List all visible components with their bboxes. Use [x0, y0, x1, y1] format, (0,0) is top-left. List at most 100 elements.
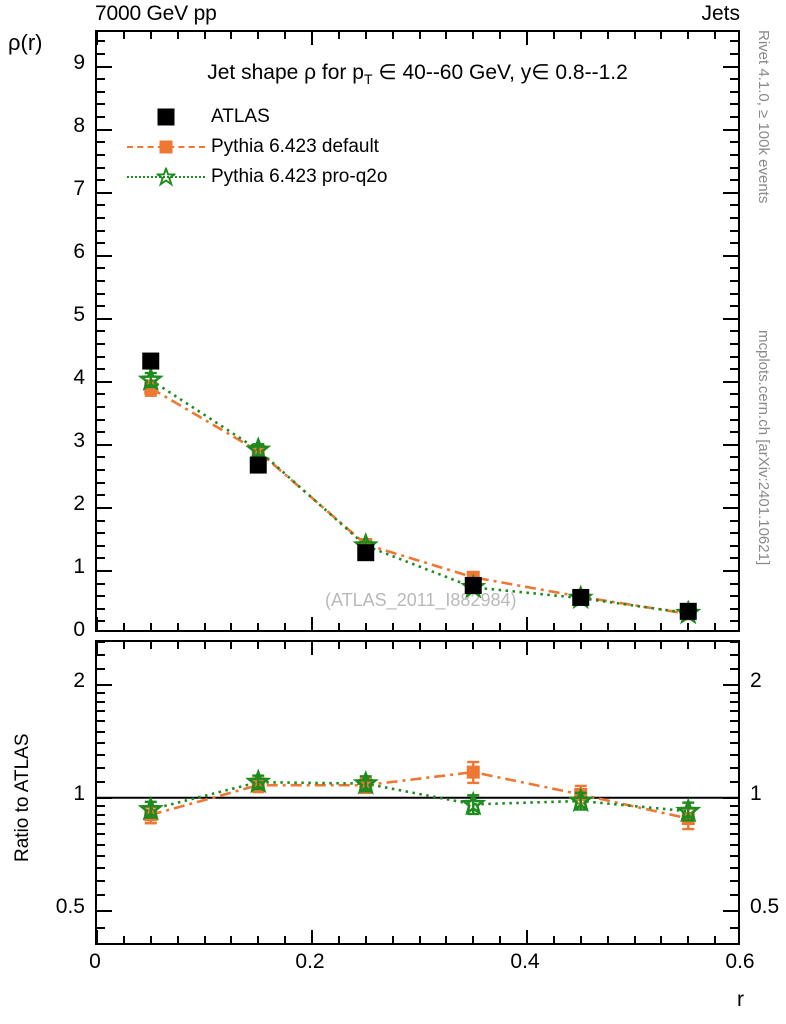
- x-tick: [687, 623, 690, 630]
- beam-energy-label: 7000 GeV pp: [95, 2, 217, 25]
- y-tick: [97, 153, 105, 156]
- pythia-proq2o-marker: [137, 795, 164, 821]
- x-tick: [499, 32, 502, 39]
- pythia-proq2o-line: [150, 780, 689, 813]
- x-tick: [633, 642, 636, 649]
- y-tick-label: 1: [73, 554, 85, 578]
- y-tick: [723, 443, 738, 446]
- pythia-proq2o-marker: [460, 790, 487, 816]
- legend-label-pythia-default: Pythia 6.423 default: [211, 136, 379, 157]
- x-tick: [284, 936, 287, 943]
- y-tick: [723, 254, 738, 257]
- x-tick: [579, 623, 582, 630]
- y-tick: [730, 668, 738, 671]
- x-tick: [364, 936, 367, 943]
- x-tick: [176, 32, 179, 39]
- y-tick: [97, 710, 105, 713]
- x-tick: [391, 936, 394, 943]
- y-tick: [97, 216, 105, 219]
- pythia-proq2o-marker: [352, 769, 379, 795]
- y-tick: [730, 894, 738, 897]
- y-tick: [97, 204, 105, 207]
- pythia-proq2o-line: [150, 378, 689, 615]
- x-tick: [579, 642, 582, 649]
- y-tick: [730, 926, 738, 929]
- x-tick: [122, 32, 125, 39]
- x-tick: [445, 642, 448, 649]
- x-tick: [606, 642, 609, 649]
- y-tick: [730, 53, 738, 56]
- y-tick: [97, 343, 105, 346]
- y-tick-label: 1: [750, 781, 762, 805]
- x-tick: [687, 936, 690, 943]
- x-tick: [606, 32, 609, 39]
- pythia-proq2o-marker: [137, 366, 164, 392]
- analysis-category-label: Jets: [701, 2, 740, 25]
- x-tick: [606, 623, 609, 630]
- y-tick: [730, 519, 738, 522]
- y-tick: [97, 443, 112, 446]
- x-tick: [714, 32, 717, 39]
- y-tick: [97, 781, 105, 784]
- y-tick: [97, 279, 105, 282]
- y-tick: [97, 191, 112, 194]
- y-tick: [97, 292, 105, 295]
- x-tick: [472, 623, 475, 630]
- y-tick: [730, 544, 738, 547]
- y-tick: [97, 642, 105, 643]
- x-tick: [284, 623, 287, 630]
- x-tick: [149, 642, 152, 649]
- atlas-marker: [464, 576, 482, 594]
- y-tick: [97, 683, 112, 686]
- x-tick: [97, 930, 98, 943]
- x-tick: [257, 936, 260, 943]
- dotted-line-icon: [127, 176, 205, 178]
- x-tick: [257, 32, 260, 39]
- x-tick: [660, 936, 663, 943]
- x-tick: [472, 936, 475, 943]
- y-tick: [730, 730, 738, 733]
- y-tick: [730, 141, 738, 144]
- pythia-default-line: [150, 387, 689, 616]
- y-tick-label: 2: [73, 668, 85, 692]
- y-tick-label: 1: [73, 781, 85, 805]
- x-tick: [445, 623, 448, 630]
- x-tick: [552, 936, 555, 943]
- y-tick: [97, 166, 105, 169]
- y-tick: [97, 368, 105, 371]
- y-tick: [730, 204, 738, 207]
- y-tick: [730, 595, 738, 598]
- legend: ATLAS Pythia 6.423 default: [127, 104, 387, 190]
- x-tick: [552, 623, 555, 630]
- rivet-version-credit: Rivet 4.1.0, ≥ 100k events: [755, 30, 772, 204]
- x-tick: [257, 642, 260, 649]
- x-tick: [230, 642, 233, 649]
- y-tick: [97, 179, 105, 182]
- y-tick: [730, 532, 738, 535]
- y-tick: [97, 141, 105, 144]
- y-tick: [97, 53, 105, 56]
- y-tick: [97, 823, 105, 826]
- y-tick-label: 4: [73, 365, 85, 389]
- y-tick: [97, 607, 105, 610]
- y-tick: [97, 730, 105, 733]
- x-tick: [472, 642, 475, 649]
- y-tick-label: 0.5: [55, 894, 85, 918]
- y-tick: [97, 569, 112, 572]
- y-tick: [97, 330, 105, 333]
- plot-title-pre: Jet shape ρ for p: [207, 61, 364, 84]
- x-tick: [687, 642, 690, 649]
- x-tick: [364, 623, 367, 630]
- x-tick: [122, 936, 125, 943]
- y-tick: [730, 741, 738, 744]
- x-tick: [526, 642, 528, 655]
- y-tick: [730, 879, 738, 882]
- y-tick: [730, 854, 738, 857]
- y-tick-label: 7: [73, 176, 85, 200]
- y-tick: [730, 654, 738, 657]
- y-tick: [730, 343, 738, 346]
- x-tick: [337, 642, 340, 649]
- x-tick: [176, 642, 179, 649]
- x-tick: [284, 642, 287, 649]
- x-tick: [418, 936, 421, 943]
